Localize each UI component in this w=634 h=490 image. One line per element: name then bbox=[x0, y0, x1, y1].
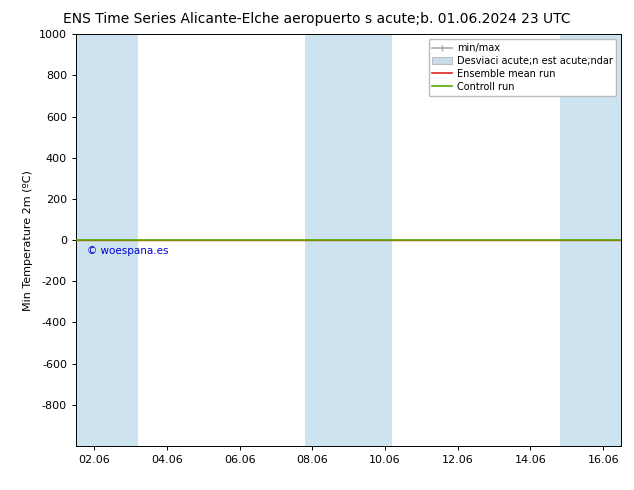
Text: ENS Time Series Alicante-Elche aeropuerto: ENS Time Series Alicante-Elche aeropuert… bbox=[63, 12, 361, 26]
Y-axis label: Min Temperature 2m (ºC): Min Temperature 2m (ºC) bbox=[23, 170, 34, 311]
Bar bbox=[76, 34, 138, 446]
Text: © woespana.es: © woespana.es bbox=[87, 246, 169, 256]
Text: s acute;b. 01.06.2024 23 UTC: s acute;b. 01.06.2024 23 UTC bbox=[365, 12, 571, 26]
Legend: min/max, Desviaci acute;n est acute;ndar, Ensemble mean run, Controll run: min/max, Desviaci acute;n est acute;ndar… bbox=[429, 39, 616, 96]
Bar bbox=[305, 34, 392, 446]
Bar bbox=[560, 34, 621, 446]
